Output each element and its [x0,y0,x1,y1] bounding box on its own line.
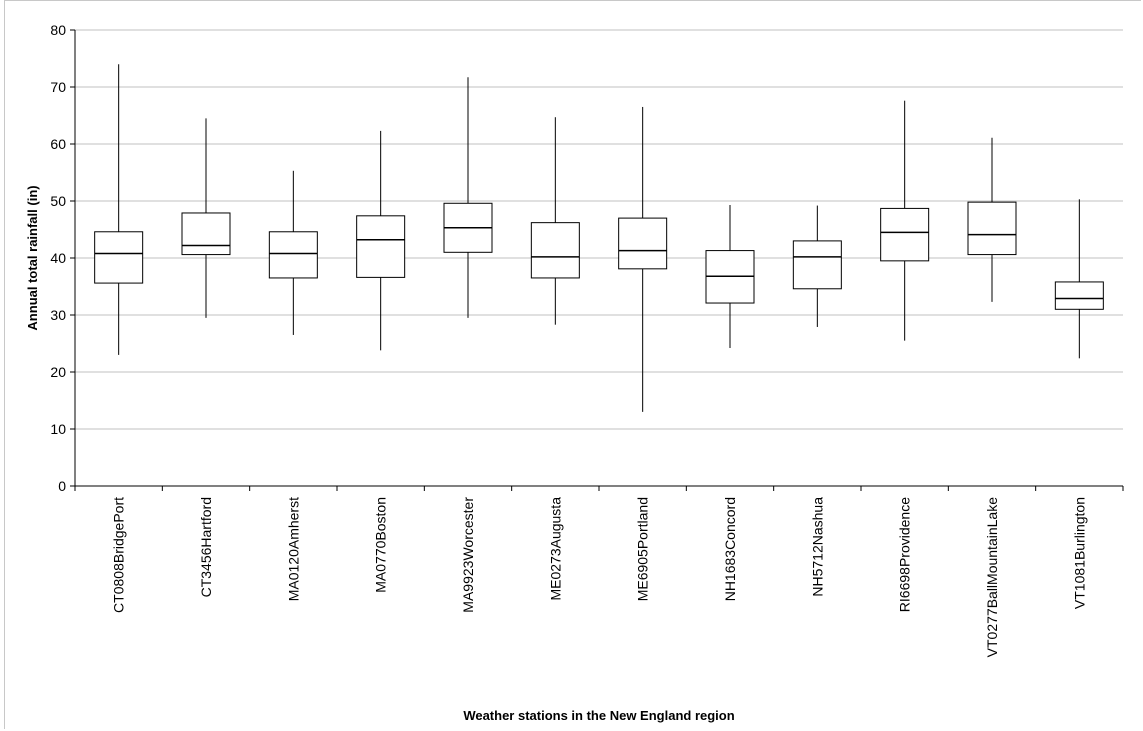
y-axis-title: Annual total rainfall (in) [25,185,40,330]
x-category-label: NH1683Concord [722,497,738,601]
box-RI6698Providence [880,100,930,341]
x-category-label: MA9923Worcester [460,497,476,613]
y-tick-label: 80 [50,22,66,38]
iqr-box [1054,281,1104,310]
box-ME6905Portland [618,106,668,412]
y-tick-label: 60 [50,136,66,152]
box-MA9923Worcester [443,77,493,318]
iqr-box [618,217,668,270]
x-category-label: VT0277BallMountainLake [984,497,1000,658]
iqr-box [356,215,406,278]
x-category-label: VT1081Burlington [1071,497,1087,609]
y-tick-label: 40 [50,250,66,266]
iqr-box [792,240,842,290]
box-NH5712Nashua [792,205,842,327]
iqr-box [268,231,318,279]
x-category-label: CT0808BridgePort [111,497,127,613]
y-tick-label: 10 [50,421,66,437]
box-VT1081Burlington [1054,199,1104,359]
x-axis: CT0808BridgePort CT3456Hartford MA0120Amhe… [74,486,1124,658]
x-axis-title: Weather stations in the New England regi… [463,708,734,723]
y-tick-label: 30 [50,307,66,323]
gridlines [75,29,1123,430]
box-CT0808BridgePort [94,64,144,355]
box-VT0277BallMountainLake [967,137,1017,302]
box-ME0273Augusta [530,117,580,325]
x-category-label: ME6905Portland [635,497,651,601]
box-NH1683Concord [705,204,755,349]
y-tick-label: 0 [58,478,66,494]
y-tick-label: 20 [50,364,66,380]
x-category-label: RI6698Providence [897,497,913,612]
iqr-box [530,222,580,279]
x-category-label: CT3456Hartford [198,497,214,597]
iqr-box [94,231,144,284]
y-tick-label: 70 [50,79,66,95]
iqr-box [181,212,231,256]
iqr-box [967,201,1017,256]
x-category-label: MA0120Amherst [285,497,301,601]
x-category-label: NH5712Nashua [809,497,825,597]
chart-frame [4,0,1141,729]
box-MA0770Boston [356,130,406,351]
box-MA0120Amherst [268,170,318,335]
y-axis: 0 10 20 30 40 50 60 70 80 [50,22,75,494]
x-category-label: ME0273Augusta [547,497,563,601]
iqr-box [880,207,930,262]
boxes [94,64,1104,412]
y-tick-label: 50 [50,193,66,209]
box-CT3456Hartford [181,118,231,318]
x-category-label: MA0770Boston [373,497,389,593]
